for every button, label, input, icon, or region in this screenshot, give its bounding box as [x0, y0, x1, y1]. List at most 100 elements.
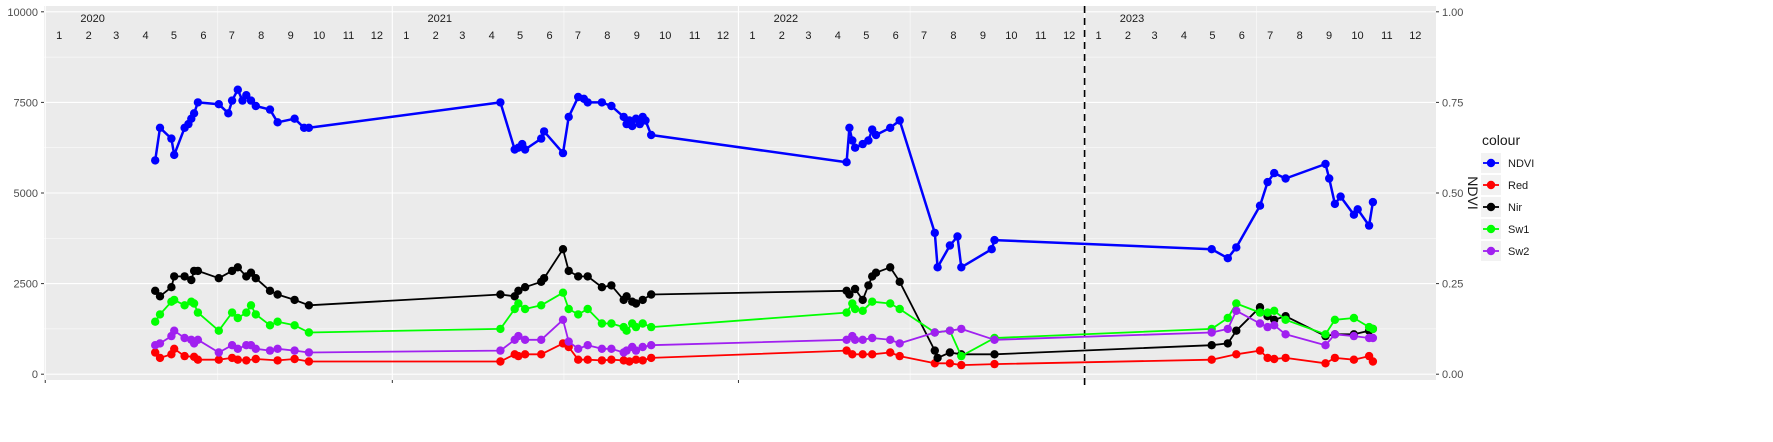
- data-point-ndvi: [930, 228, 939, 238]
- data-point-sw1: [1281, 315, 1290, 324]
- data-point-sw1: [170, 295, 179, 305]
- data-point-nir: [871, 268, 881, 277]
- data-point-red: [858, 350, 867, 359]
- data-point-ndvi: [1321, 159, 1330, 169]
- data-point-sw2: [597, 344, 607, 353]
- month-label: 7: [229, 30, 235, 42]
- data-point-ndvi: [1281, 174, 1290, 183]
- data-point-sw2: [1321, 341, 1330, 350]
- data-point-red: [170, 344, 179, 353]
- month-label: 12: [1063, 30, 1075, 42]
- data-point-ndvi: [564, 112, 573, 122]
- data-point-nir: [246, 268, 256, 277]
- data-point-red: [597, 356, 607, 365]
- data-point-ndvi: [1207, 245, 1216, 254]
- data-point-sw2: [1368, 333, 1378, 343]
- month-label: 4: [489, 30, 495, 42]
- data-point-red: [1281, 353, 1290, 363]
- data-point-sw2: [520, 335, 530, 344]
- data-point-sw2: [304, 348, 314, 357]
- data-point-ndvi: [1232, 243, 1241, 252]
- data-point-red: [1330, 353, 1340, 363]
- data-point-red: [1349, 355, 1359, 364]
- data-point-sw2: [1349, 331, 1359, 341]
- data-point-sw2: [957, 324, 966, 334]
- data-point-sw1: [151, 317, 160, 326]
- data-point-ndvi: [265, 105, 275, 114]
- data-point-ndvi: [227, 96, 237, 105]
- data-point-red: [151, 348, 160, 357]
- month-label: 5: [517, 30, 523, 42]
- data-point-sw1: [180, 301, 189, 310]
- data-point-ndvi: [558, 148, 568, 158]
- data-point-ndvi: [233, 85, 242, 94]
- data-point-red: [520, 350, 530, 359]
- data-point-ndvi: [990, 235, 999, 245]
- data-point-nir: [574, 272, 583, 281]
- data-point-sw2: [290, 346, 299, 355]
- data-point-red: [1207, 355, 1216, 364]
- data-point-sw2: [850, 335, 860, 344]
- data-point-nir: [1207, 341, 1216, 350]
- month-label: 12: [1409, 30, 1421, 42]
- y-axis-right-tick-label: 0.50: [1442, 188, 1463, 200]
- data-point-sw1: [246, 301, 256, 310]
- data-point-ndvi: [607, 101, 616, 111]
- data-point-sw2: [564, 337, 573, 346]
- data-point-ndvi: [848, 136, 857, 145]
- data-point-ndvi: [214, 100, 223, 109]
- data-point-ndvi: [1255, 201, 1265, 210]
- y-axis-left-tick-label: 7500: [14, 97, 38, 109]
- data-point-ndvi: [864, 136, 873, 145]
- data-point-ndvi: [886, 123, 895, 132]
- data-point-red: [537, 350, 546, 359]
- series-layer: [151, 85, 1378, 370]
- data-point-sw2: [1330, 330, 1340, 339]
- month-label: 7: [921, 30, 927, 42]
- year-label: 2022: [774, 13, 798, 25]
- data-point-ndvi: [193, 98, 203, 107]
- data-point-nir: [945, 348, 955, 357]
- data-point-red: [304, 357, 314, 366]
- data-point-red: [957, 360, 966, 370]
- data-point-ndvi: [647, 130, 656, 140]
- data-point-sw1: [597, 319, 607, 328]
- data-point-nir: [155, 292, 165, 301]
- data-point-nir: [886, 263, 895, 272]
- year-label: 2021: [427, 13, 451, 25]
- month-label: 8: [258, 30, 264, 42]
- month-label: 9: [1326, 30, 1332, 42]
- data-point-ndvi: [189, 109, 199, 118]
- data-point-nir: [607, 281, 616, 290]
- data-point-sw2: [1232, 306, 1241, 315]
- data-point-ndvi: [539, 127, 549, 136]
- data-point-red: [496, 357, 505, 366]
- data-point-sw1: [214, 326, 223, 335]
- data-point-nir: [583, 272, 592, 281]
- data-point-red: [631, 355, 641, 364]
- data-point-ndvi: [1330, 199, 1340, 209]
- month-label: 1: [403, 30, 409, 42]
- data-point-red: [886, 348, 895, 357]
- month-label: 6: [200, 30, 206, 42]
- data-point-nir: [647, 290, 656, 299]
- data-point-sw1: [304, 328, 314, 337]
- data-point-sw1: [1368, 324, 1378, 334]
- y-axis-left-tick-label: 2500: [14, 279, 38, 291]
- data-point-sw1: [189, 299, 199, 308]
- data-point-nir: [167, 283, 176, 292]
- month-label: 4: [142, 30, 148, 42]
- data-point-ndvi: [945, 241, 955, 250]
- month-label: 8: [604, 30, 610, 42]
- data-point-ndvi: [290, 114, 299, 123]
- data-point-sw2: [1281, 330, 1290, 339]
- data-point-sw1: [957, 351, 966, 361]
- data-point-sw1: [895, 304, 904, 314]
- data-point-sw2: [273, 344, 282, 353]
- data-point-red: [607, 355, 616, 364]
- legend-label-nir: Nir: [1508, 202, 1522, 214]
- data-point-nir: [514, 286, 523, 295]
- data-point-sw2: [193, 335, 203, 344]
- data-point-sw1: [514, 299, 523, 308]
